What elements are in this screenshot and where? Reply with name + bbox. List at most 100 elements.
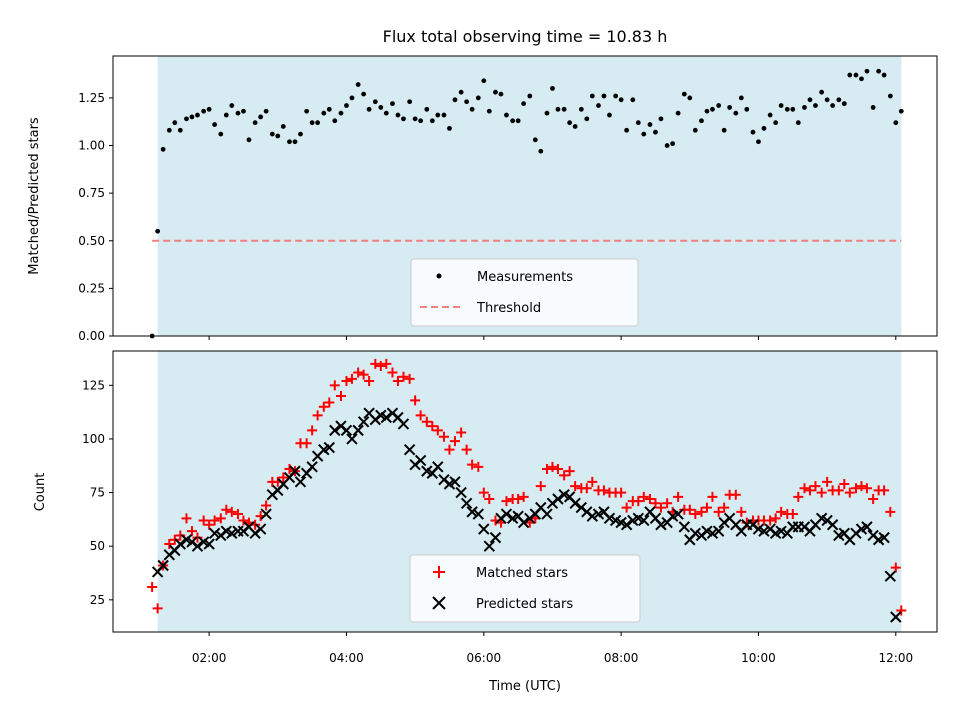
measurement-point xyxy=(355,82,361,87)
top-panel: 0.00 0.25 0.50 0.75 1.00 1.25 Matched/Predict… xyxy=(27,55,938,343)
matched-point xyxy=(564,466,575,477)
measurement-point xyxy=(578,106,584,112)
matched-point xyxy=(449,436,460,447)
measurement-point xyxy=(429,118,435,124)
legend-predicted-label: Predicted stars xyxy=(476,597,573,612)
measurement-point xyxy=(824,97,830,103)
matched-point xyxy=(690,509,701,520)
matched-point xyxy=(387,367,398,378)
measurement-point xyxy=(166,127,172,133)
matched-point xyxy=(181,513,192,524)
predicted-point xyxy=(306,461,318,473)
predicted-point xyxy=(500,508,513,520)
measurement-point xyxy=(819,89,825,95)
measurement-point xyxy=(235,110,241,116)
measurement-point xyxy=(572,124,578,129)
measurement-point xyxy=(641,131,647,137)
measurement-point xyxy=(778,103,784,108)
bottom-legend-box xyxy=(409,554,641,623)
measurement-point xyxy=(246,137,252,143)
measurement-point xyxy=(767,112,773,118)
measurement-point xyxy=(241,108,246,114)
matched-point xyxy=(730,489,741,500)
matched-point xyxy=(816,487,827,498)
top-y-tick-label: 1.00 xyxy=(78,139,105,153)
measurement-point xyxy=(584,116,590,122)
measurement-point xyxy=(395,112,401,118)
matched-point xyxy=(421,416,432,427)
matched-point xyxy=(896,605,907,616)
matched-point xyxy=(587,476,598,487)
legend-matched-marker xyxy=(433,566,445,578)
measurement-point xyxy=(469,106,475,112)
predicted-point xyxy=(489,531,502,544)
bottom-legend: Matched stars Predicted stars xyxy=(409,554,641,623)
measurement-point xyxy=(859,76,864,82)
predicted-point xyxy=(620,519,633,531)
predicted-point xyxy=(483,540,496,552)
matched-point xyxy=(547,461,558,472)
measurement-point xyxy=(304,108,310,114)
matched-point xyxy=(787,509,798,520)
matched-point xyxy=(432,425,443,436)
predicted-point xyxy=(449,476,461,488)
predicted-point xyxy=(203,538,215,550)
measurement-point xyxy=(229,103,235,108)
measurement-point xyxy=(567,120,573,126)
matched-point xyxy=(278,472,289,483)
measurement-point xyxy=(624,127,630,133)
measurement-point xyxy=(675,110,681,116)
matched-point xyxy=(353,367,364,378)
measurement-point xyxy=(544,110,550,116)
measurement-point xyxy=(692,127,698,133)
measurement-point xyxy=(733,110,739,116)
predicted-point xyxy=(403,443,416,456)
matched-point xyxy=(226,506,237,517)
measurement-point xyxy=(292,139,298,145)
series-matched-stars xyxy=(147,358,907,616)
measurement-point xyxy=(687,95,693,101)
predicted-point xyxy=(884,570,897,582)
measurement-point xyxy=(361,91,367,97)
measurement-point xyxy=(647,122,653,127)
matched-point xyxy=(152,603,163,614)
measurement-point xyxy=(836,97,842,103)
measurement-point xyxy=(218,131,224,137)
matched-point xyxy=(696,506,707,517)
matched-point xyxy=(221,504,232,515)
matched-point xyxy=(427,421,438,432)
matched-point xyxy=(375,361,386,372)
matched-point xyxy=(736,506,747,517)
measurement-point xyxy=(784,106,790,112)
matched-point xyxy=(484,494,495,505)
x-tick-label: 06:00 xyxy=(467,651,502,665)
measurement-point xyxy=(464,99,470,105)
matched-point xyxy=(186,526,197,537)
predicted-point xyxy=(294,476,307,488)
matched-point xyxy=(707,491,718,502)
bottom-y-tick-label: 50 xyxy=(90,539,105,553)
bottom-y-axis-label: Count xyxy=(33,473,48,512)
measurement-point xyxy=(596,103,601,108)
measurement-point xyxy=(807,97,813,103)
x-tick-label: 08:00 xyxy=(604,651,639,665)
matched-point xyxy=(341,376,352,387)
predicted-point xyxy=(706,527,719,540)
matched-point xyxy=(890,562,901,573)
predicted-point xyxy=(346,433,358,445)
predicted-point xyxy=(678,521,691,533)
predicted-point xyxy=(552,493,564,505)
measurement-point xyxy=(195,112,200,118)
measurement-point xyxy=(830,103,836,108)
bottom-y-tick-label: 25 xyxy=(90,593,105,607)
matched-point xyxy=(822,476,833,487)
measurement-point xyxy=(206,106,212,112)
top-y-tick-label: 0.00 xyxy=(78,329,105,343)
matched-point xyxy=(370,358,381,369)
predicted-point xyxy=(414,454,427,467)
measurement-point xyxy=(498,91,504,97)
predicted-point xyxy=(455,486,467,499)
predicted-point xyxy=(712,525,725,537)
measurement-point xyxy=(773,120,779,126)
